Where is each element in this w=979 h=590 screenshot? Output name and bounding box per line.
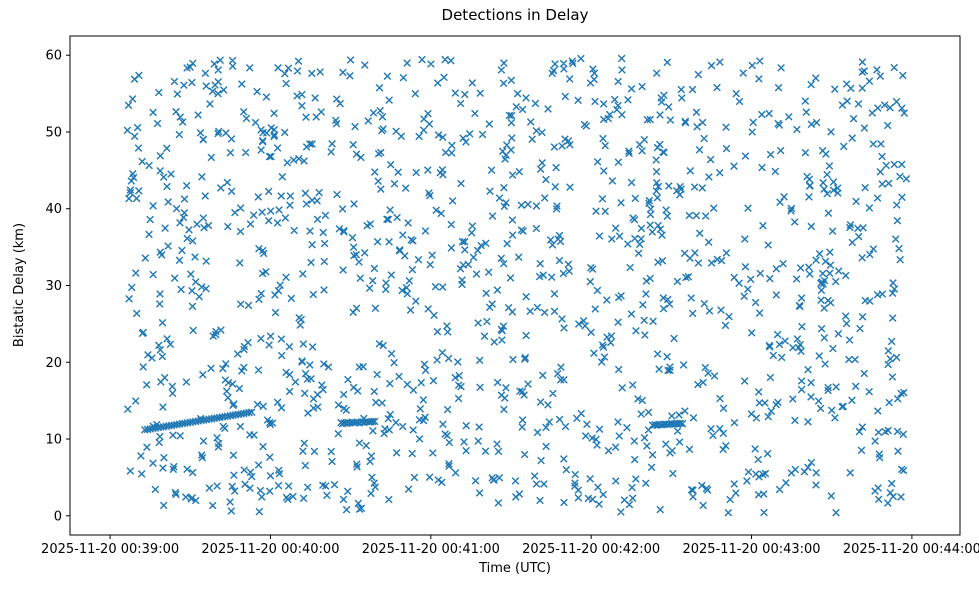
x-tick-label: 2025-11-20 00:42:00 bbox=[522, 542, 660, 557]
y-tick-label: 60 bbox=[45, 49, 62, 64]
y-tick-label: 0 bbox=[54, 509, 62, 524]
x-tick-label: 2025-11-20 00:43:00 bbox=[682, 542, 820, 557]
y-tick-label: 30 bbox=[45, 279, 62, 294]
y-tick-label: 40 bbox=[45, 202, 62, 217]
chart-title: Detections in Delay bbox=[441, 6, 589, 24]
scatter-points bbox=[123, 54, 911, 517]
y-tick-label: 10 bbox=[45, 433, 62, 448]
x-tick-label: 2025-11-20 00:39:00 bbox=[41, 542, 179, 557]
y-tick-label: 20 bbox=[45, 356, 62, 371]
x-axis-label: Time (UTC) bbox=[479, 561, 551, 576]
x-tick-label: 2025-11-20 00:41:00 bbox=[362, 542, 500, 557]
x-tick-label: 2025-11-20 00:44:00 bbox=[843, 542, 979, 557]
x-tick-label: 2025-11-20 00:40:00 bbox=[201, 542, 339, 557]
y-tick-label: 50 bbox=[45, 125, 62, 140]
